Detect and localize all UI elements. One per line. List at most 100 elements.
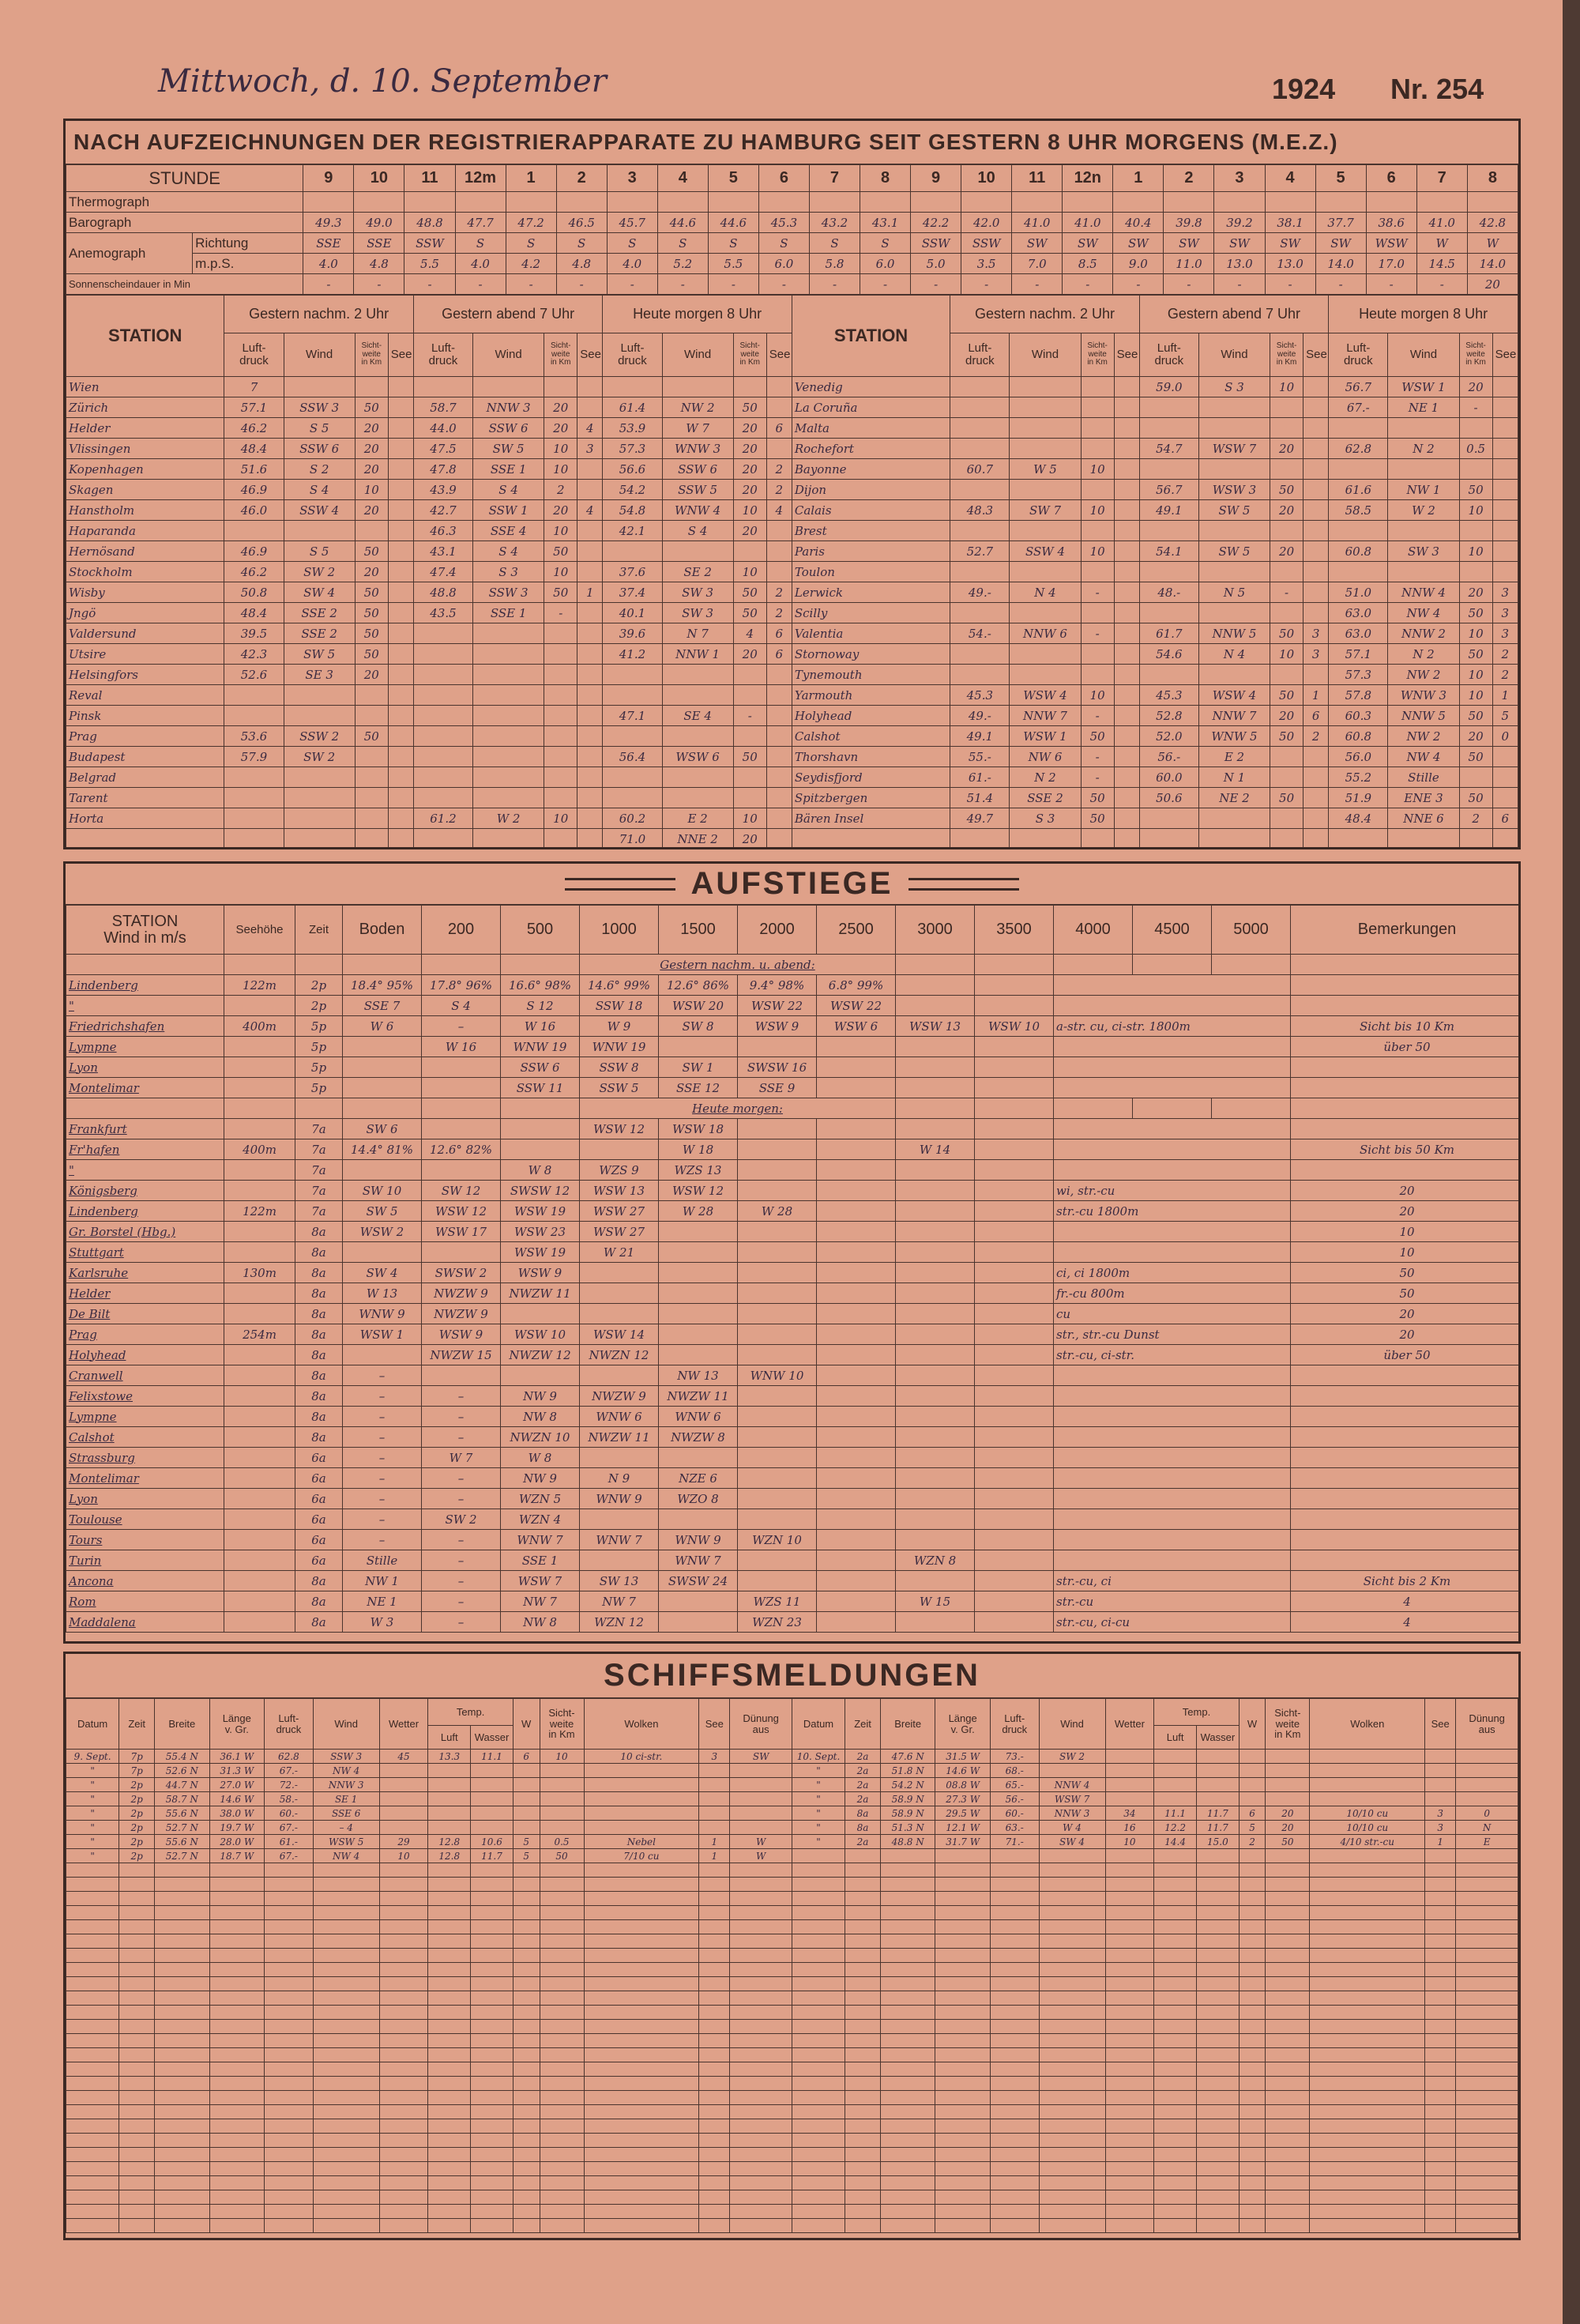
value: [1113, 376, 1140, 397]
value: [766, 767, 792, 788]
wind: W 8: [500, 1447, 580, 1468]
value: NE 1: [1387, 397, 1460, 418]
value: 3: [1303, 643, 1330, 665]
value: WSW 6: [661, 746, 734, 767]
value: [427, 2062, 472, 2077]
value: [935, 1848, 991, 1863]
ascent-row: Lympne 8a – – NW 8 WNW 6 WNW 6: [66, 1406, 1518, 1427]
value: SW: [1213, 232, 1266, 254]
value: [1492, 499, 1518, 521]
value: [1309, 1919, 1426, 1934]
wind: –: [342, 1509, 422, 1530]
value: [154, 1905, 210, 1920]
value: [154, 2204, 210, 2219]
value: [845, 2033, 881, 2048]
wind: [816, 1283, 896, 1304]
wind: [816, 1118, 896, 1139]
value: 10: [1458, 541, 1493, 562]
value: [729, 1806, 792, 1821]
station-row: Hernösand 46.9 S 5 50 43.1 S 4 50 Paris 52.7 SSW …: [66, 541, 1518, 562]
zeit: 8a: [295, 1385, 343, 1407]
value: [1153, 2175, 1197, 2190]
wind: [895, 1385, 975, 1407]
col-header: Wind: [312, 1698, 380, 1750]
value: [1455, 2033, 1518, 2048]
wind: [658, 1611, 738, 1633]
value: [1104, 1777, 1155, 1792]
value: [1080, 479, 1115, 500]
wind: [816, 1447, 896, 1468]
wind: NW 1: [342, 1570, 422, 1591]
col-header: Breite: [879, 1698, 936, 1750]
wind: [895, 1077, 975, 1098]
wind: 14.6° 99%: [579, 974, 659, 996]
value: 41.2: [602, 643, 663, 665]
value: 3: [698, 1749, 731, 1764]
value: [698, 2147, 731, 2162]
wind: [737, 1509, 817, 1530]
ascent-row: Montelimar 5p SSW 11 SSW 5 SSE 12 SSE 9: [66, 1077, 1518, 1098]
value: [661, 684, 734, 706]
value: -: [961, 273, 1013, 295]
clouds: str.-cu 1800m: [1053, 1200, 1291, 1222]
value: 36.1 W: [209, 1749, 265, 1764]
value: [791, 1962, 846, 1977]
value: Nebel: [583, 1834, 700, 1849]
value: [154, 2147, 210, 2162]
value: 4: [766, 499, 792, 521]
value: SW 5: [1198, 541, 1271, 562]
value: [209, 1905, 265, 1920]
value: [1455, 1863, 1518, 1878]
value: 7p: [118, 1763, 156, 1778]
wind: [816, 1385, 896, 1407]
value: [427, 2076, 472, 2091]
value: [1195, 1962, 1240, 1977]
value: [427, 2133, 472, 2148]
wind: [737, 1324, 817, 1345]
value: [378, 2076, 429, 2091]
value: [1238, 1791, 1266, 1806]
value: [118, 1991, 156, 2006]
value: WNW 5: [1198, 725, 1271, 747]
value: [602, 664, 663, 685]
value: 10/10 cu: [1309, 1820, 1426, 1835]
wind: SW 4: [342, 1262, 422, 1283]
group-header: Heute morgen 8 Uhr: [1328, 295, 1518, 333]
remark: [1290, 1550, 1518, 1571]
value: [698, 2090, 731, 2105]
value: [312, 2133, 380, 2148]
value: [791, 2090, 846, 2105]
value: NNW 3: [312, 1777, 380, 1792]
clouds: wi, str.-cu: [1053, 1180, 1291, 1201]
value: [472, 705, 545, 726]
value: 13.0: [1264, 253, 1316, 274]
wind: [895, 1488, 975, 1509]
value: [264, 2119, 314, 2134]
wind: [658, 1509, 738, 1530]
remark: 20: [1290, 1303, 1518, 1324]
value: WNW 4: [661, 499, 734, 521]
value: SSW 6: [661, 458, 734, 480]
value: [583, 2104, 700, 2119]
value: [470, 1962, 514, 1977]
value: [1458, 417, 1493, 439]
seehoehe: [224, 1529, 295, 1550]
value: [1113, 643, 1140, 665]
value: [1104, 1863, 1155, 1878]
wind: [816, 1303, 896, 1324]
value: [935, 2005, 991, 2020]
value: [209, 1948, 265, 1963]
value: [879, 2005, 936, 2020]
value: ": [791, 1820, 846, 1835]
value: [1270, 561, 1304, 582]
value: [732, 787, 767, 808]
value: [879, 2133, 936, 2148]
value: SW: [1112, 232, 1164, 254]
value: [729, 1905, 792, 1920]
value: [935, 1991, 991, 2006]
value: [1309, 2062, 1426, 2077]
value: [1113, 499, 1140, 521]
value: WSW 1: [1009, 725, 1082, 747]
value: [989, 2104, 1040, 2119]
